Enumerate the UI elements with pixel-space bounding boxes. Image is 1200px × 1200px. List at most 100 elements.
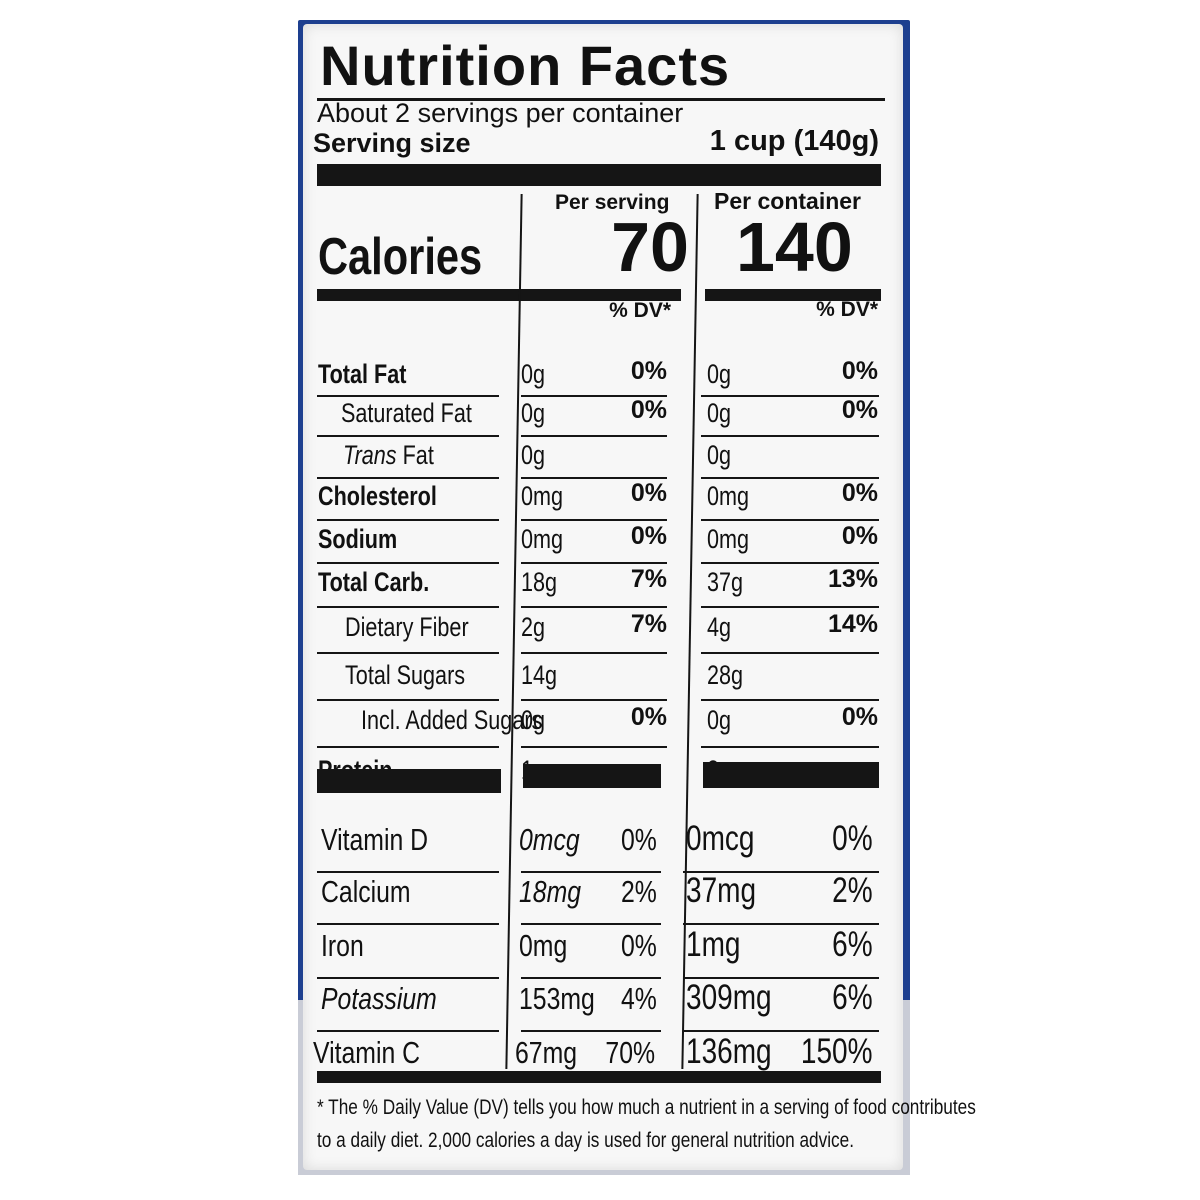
container-dv: 6%	[832, 978, 873, 1017]
container-amount: 309mg	[686, 978, 772, 1017]
row-rule	[683, 923, 879, 925]
row-rule	[521, 923, 661, 925]
nutrient-label: Dietary Fiber	[345, 612, 469, 642]
serving-dv: 0%	[630, 703, 667, 731]
row-rule	[317, 518, 499, 521]
row-rule	[521, 698, 667, 701]
serving-amount: 153mg	[519, 981, 595, 1016]
container-amount: 37g	[707, 567, 744, 597]
nutrient-label: Total Fat	[318, 359, 407, 389]
row-rule	[683, 871, 879, 873]
row-rule	[701, 561, 879, 564]
serving-dv: 0%	[630, 522, 667, 550]
serving-dv: 4%	[621, 981, 657, 1016]
row-rule	[317, 746, 499, 748]
vitamin-thick-rule-1	[317, 769, 501, 793]
calories-per-container: 140	[736, 208, 853, 286]
serving-amount: 0mg	[521, 524, 564, 554]
container-amount: 0g	[707, 705, 732, 735]
serving-amount: 0mg	[521, 481, 564, 511]
serving-amount: 67mg	[515, 1035, 578, 1070]
row-rule	[701, 605, 879, 608]
vitamin-thick-rule-3	[703, 762, 879, 788]
vitamin-label: Vitamin C	[313, 1035, 421, 1070]
vitamin-label: Potassium	[321, 981, 437, 1016]
dv-header-container: % DV*	[816, 298, 878, 321]
serving-dv: 2%	[621, 874, 657, 909]
row-rule	[317, 561, 499, 564]
serving-size-label: Serving size	[313, 128, 471, 158]
container-dv: 0%	[841, 357, 878, 385]
serving-amount: 0mcg	[519, 822, 580, 857]
row-rule	[317, 1030, 499, 1032]
container-dv: 13%	[827, 565, 878, 593]
serving-dv: 0%	[630, 479, 667, 507]
serving-amount: 0g	[521, 705, 546, 735]
calories-thick-rule	[317, 289, 681, 301]
row-rule	[317, 476, 499, 479]
container-dv: 0%	[841, 479, 878, 507]
serving-amount: 14g	[521, 660, 558, 690]
row-rule	[521, 435, 667, 437]
container-amount: 0g	[707, 440, 732, 470]
dv-header-serving: % DV*	[609, 299, 671, 322]
nutrient-label: Cholesterol	[318, 481, 437, 511]
footnote-thick-rule	[317, 1071, 881, 1083]
row-rule	[521, 476, 667, 479]
serving-amount: 0g	[521, 440, 546, 470]
container-amount: 28g	[707, 660, 744, 690]
per-container-header: Per container	[714, 188, 861, 214]
row-rule	[521, 605, 667, 608]
row-rule	[317, 923, 499, 925]
container-dv: 0%	[832, 819, 873, 858]
container-amount: 4g	[707, 612, 732, 642]
row-rule	[683, 1030, 879, 1032]
row-rule	[701, 518, 879, 521]
container-dv: 150%	[801, 1032, 873, 1071]
row-rule	[317, 977, 499, 979]
row-rule	[701, 746, 879, 748]
calories-per-serving: 70	[611, 208, 689, 286]
serving-thick-rule	[317, 164, 881, 186]
serving-amount: 18mg	[519, 874, 582, 909]
container-dv: 2%	[832, 871, 873, 910]
row-rule	[317, 435, 499, 437]
title-rule	[317, 98, 885, 101]
nutrient-label: Saturated Fat	[341, 398, 472, 428]
label-title: Nutrition Facts	[320, 34, 731, 97]
container-dv: 0%	[841, 396, 878, 424]
nutrient-label: Trans Fat	[343, 440, 434, 470]
nutrient-label: Total Sugars	[345, 660, 466, 690]
calories-label: Calories	[318, 228, 483, 286]
row-rule	[317, 605, 499, 608]
row-rule	[701, 652, 879, 654]
row-rule	[701, 476, 879, 479]
servings-per-container: About 2 servings per container	[317, 98, 684, 128]
serving-dv: 0%	[630, 357, 667, 385]
serving-dv: 0%	[621, 822, 657, 857]
calories-thick-rule-right	[705, 289, 881, 301]
per-serving-header: Per serving	[555, 191, 670, 214]
container-amount: 0g	[707, 359, 732, 389]
row-rule	[521, 977, 661, 979]
serving-size-value: 1 cup (140g)	[709, 125, 879, 157]
row-rule	[317, 871, 499, 873]
footnote-line-1: * The % Daily Value (DV) tells you how m…	[317, 1096, 976, 1119]
row-rule	[317, 652, 499, 654]
vitamin-label: Vitamin D	[321, 822, 429, 857]
serving-amount: 18g	[521, 567, 558, 597]
nutrition-facts-label: Nutrition Facts About 2 servings per con…	[303, 24, 976, 1170]
row-rule	[521, 1030, 661, 1032]
serving-amount: 0g	[521, 359, 546, 389]
row-rule	[701, 435, 879, 437]
container-amount: 0g	[707, 398, 732, 428]
footnote-line-2: to a daily diet. 2,000 calories a day is…	[317, 1129, 855, 1152]
serving-dv: 7%	[630, 565, 667, 593]
container-amount: 0mcg	[686, 819, 755, 858]
row-rule	[701, 394, 879, 397]
row-rule	[521, 871, 661, 873]
row-rule	[683, 977, 879, 979]
serving-amount: 0mg	[519, 928, 568, 963]
row-rule	[701, 698, 879, 701]
vitamin-thick-rule-2	[523, 764, 661, 788]
